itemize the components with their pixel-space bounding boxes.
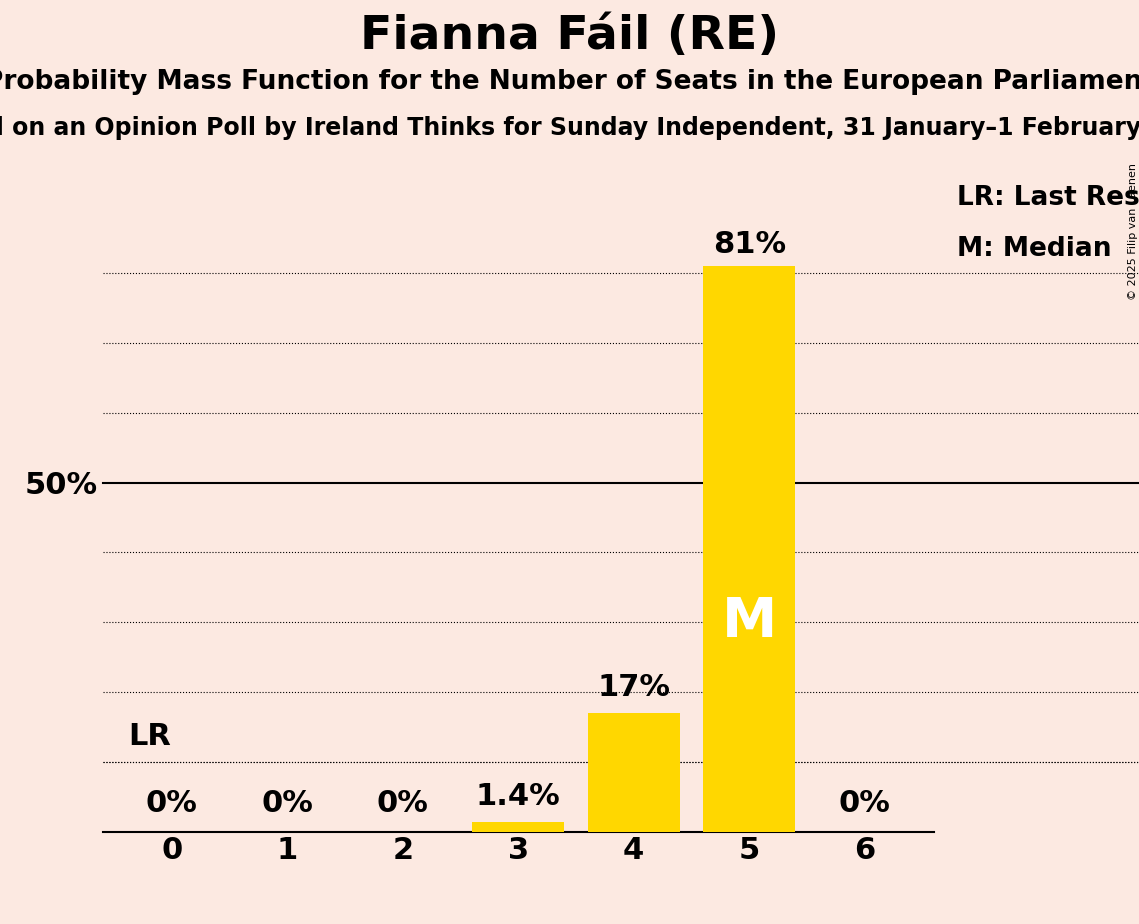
Text: LR: Last Result: LR: Last Result [957,185,1139,211]
Text: 17%: 17% [597,674,670,702]
Text: Probability Mass Function for the Number of Seats in the European Parliament: Probability Mass Function for the Number… [0,69,1139,95]
Text: 0%: 0% [377,789,428,818]
Text: M: Median: M: Median [957,236,1112,261]
Text: 81%: 81% [713,230,786,259]
Text: M: M [722,595,777,650]
Text: 1.4%: 1.4% [476,783,560,811]
Bar [703,266,795,832]
Text: LR: LR [128,723,171,751]
Text: © 2025 Filip van Laenen: © 2025 Filip van Laenen [1129,163,1138,299]
Text: 0%: 0% [146,789,198,818]
Text: Fianna Fáil (RE): Fianna Fáil (RE) [360,14,779,59]
Bar [472,821,565,832]
Bar [588,713,680,832]
Text: based on an Opinion Poll by Ireland Thinks for Sunday Independent, 31 January–1 : based on an Opinion Poll by Ireland Thin… [0,116,1139,140]
Text: 0%: 0% [838,789,891,818]
Text: 0%: 0% [261,789,313,818]
